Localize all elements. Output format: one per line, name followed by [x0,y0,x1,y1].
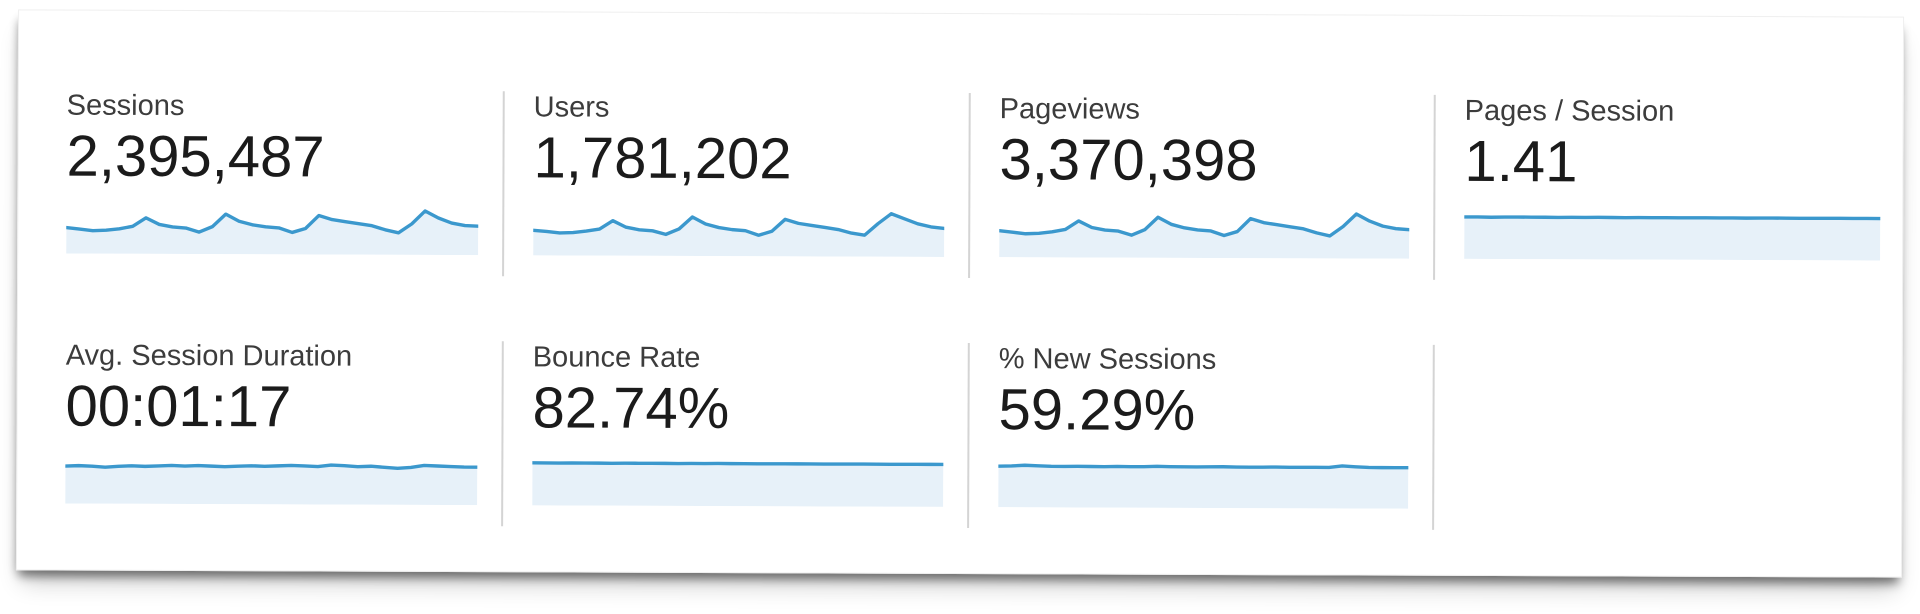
empty-metric-slot [1432,344,1904,532]
metric-value: 00:01:17 [65,373,292,440]
pct-new-sessions-sparkline [998,457,1409,509]
metric-value: 1.41 [1464,128,1578,195]
avg-session-duration-sparkline [65,454,478,506]
metric-value: 3,370,398 [999,127,1258,194]
pageviews-sparkline [999,207,1410,259]
metric-card-sessions[interactable]: Sessions 2,395,487 [18,89,503,276]
metrics-grid: Sessions 2,395,487 Users 1,781,202 Pagev… [17,89,1905,532]
bounce-rate-sparkline [532,455,944,507]
metric-card-pages-per-session[interactable]: Pages / Session 1.41 [1433,94,1905,282]
metric-label: Bounce Rate [532,341,701,375]
pages-per-session-sparkline [1464,209,1881,261]
metric-value: 59.29% [998,377,1196,443]
sessions-sparkline [66,204,479,256]
analytics-summary-panel: Sessions 2,395,487 Users 1,781,202 Pagev… [15,9,1905,578]
users-sparkline [533,205,945,257]
metric-label: Avg. Session Duration [65,339,353,373]
metric-card-pct-new-sessions[interactable]: % New Sessions 59.29% [967,343,1433,530]
metric-label: Sessions [66,89,185,123]
metric-card-users[interactable]: Users 1,781,202 [502,91,969,279]
metric-label: Pages / Session [1464,94,1675,128]
metric-value: 82.74% [532,375,730,442]
metric-value: 1,781,202 [533,125,792,192]
metric-value: 2,395,487 [66,123,325,190]
metric-label: % New Sessions [998,343,1217,376]
metric-label: Pageviews [999,93,1141,126]
metric-label: Users [533,91,610,124]
metric-card-pageviews[interactable]: Pageviews 3,370,398 [968,93,1434,280]
metric-card-bounce-rate[interactable]: Bounce Rate 82.74% [501,341,968,529]
metric-card-avg-session-duration[interactable]: Avg. Session Duration 00:01:17 [17,339,502,526]
